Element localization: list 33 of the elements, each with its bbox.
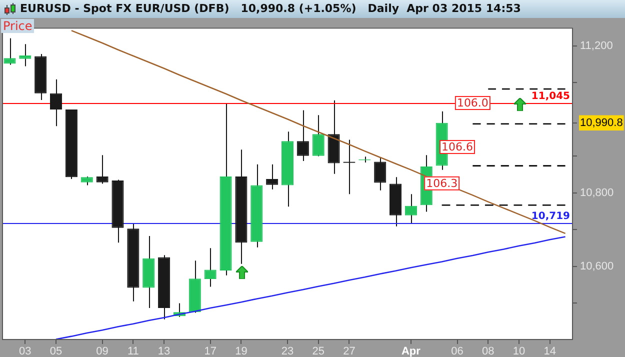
candlestick <box>19 44 32 67</box>
candlestick <box>204 248 216 288</box>
x-tick-label: 17 <box>204 346 216 357</box>
candlestick <box>4 38 16 66</box>
x-tick-label: 13 <box>158 346 170 357</box>
x-tick-label: 25 <box>312 346 324 357</box>
candlestick <box>266 164 278 190</box>
ref-line-label: 11,045 <box>531 91 570 102</box>
y-tick-label: 10,600 <box>580 260 614 273</box>
candlestick <box>374 157 386 191</box>
annotation: 106.6 <box>442 140 474 154</box>
x-tick-label: 27 <box>343 346 356 357</box>
candlestick <box>96 154 108 184</box>
y-tick-label: 10,990.8 <box>580 116 623 129</box>
annotation: 106.0 <box>456 96 488 110</box>
x-tick-label: 19 <box>235 346 248 357</box>
candlestick <box>312 114 324 157</box>
y-axis-title: Price <box>1 19 34 33</box>
x-tick-label: 14 <box>544 346 556 357</box>
y-tick-label: 10,800 <box>580 187 614 200</box>
x-tick-label: 09 <box>96 346 108 357</box>
chart-title: EURUSD - Spot FX EUR/USD (DFB) 10,990.8 (+1.05%) Daily Apr 03 2015 14:53 <box>20 1 521 17</box>
x-tick-label: 06 <box>451 346 464 357</box>
x-tick-label: 05 <box>50 346 62 357</box>
x-tick-label: Apr <box>401 346 422 357</box>
x-tick-label: 03 <box>19 346 32 357</box>
x-tick-label: 23 <box>281 346 294 357</box>
annotation: 106.3 <box>426 176 458 190</box>
y-tick-label: 11,200 <box>580 40 613 52</box>
x-tick-label: 08 <box>482 346 494 357</box>
x-tick-label: 11 <box>127 346 139 357</box>
ref-line-label: 10,719 <box>531 211 570 222</box>
x-tick-label: 10 <box>512 346 526 357</box>
